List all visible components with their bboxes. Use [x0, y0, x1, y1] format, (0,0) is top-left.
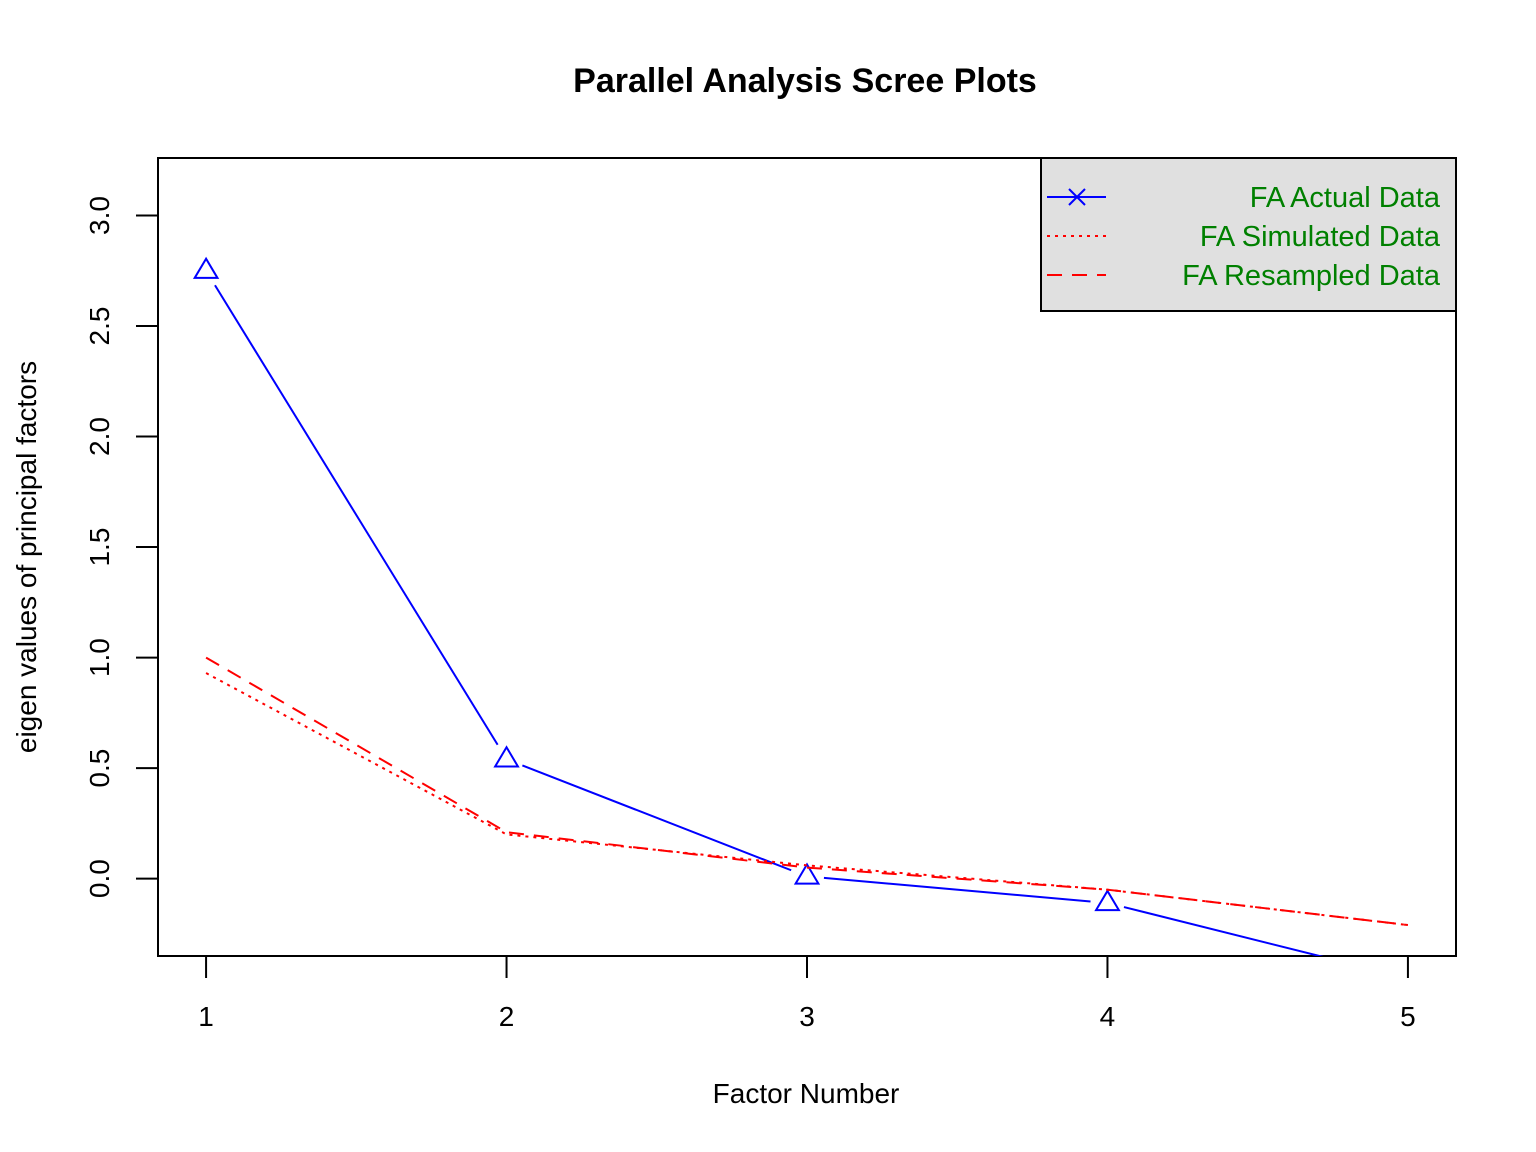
- y-tick-label: 0.5: [84, 749, 115, 788]
- x-tick-label: 4: [1100, 1001, 1116, 1032]
- data-point: [192, 256, 220, 279]
- legend-box: [1040, 157, 1457, 312]
- series-line: [205, 656, 1409, 927]
- data-point: [793, 862, 821, 885]
- chart-title: Parallel Analysis Scree Plots: [573, 62, 1037, 100]
- y-tick-label: 3.0: [84, 196, 115, 235]
- data-point: [1094, 888, 1121, 912]
- y-tick-label: 1.5: [84, 528, 115, 567]
- series-segment: [1123, 906, 1324, 956]
- legend-entry-label: FA Actual Data: [1250, 182, 1441, 214]
- y-tick-label: 2.5: [84, 307, 115, 346]
- data-point: [493, 745, 520, 768]
- series-line: [205, 672, 1409, 927]
- x-axis-label: Factor Number: [713, 1078, 900, 1109]
- x-axis: 1 2 3 4 5: [198, 955, 1416, 1032]
- x-tick-label: 2: [499, 1001, 515, 1032]
- series-lines: [192, 256, 1409, 956]
- y-axis: 0.0 0.5 1.0 1.5 2.0 2.5 3.0: [84, 196, 159, 898]
- legend-entry-label: FA Simulated Data: [1200, 221, 1441, 253]
- y-axis-label: eigen values of principal factors: [11, 361, 42, 753]
- legend-marker: [1068, 188, 1086, 206]
- legend: FA Actual Data FA Simulated Data FA Resamp…: [1040, 157, 1457, 312]
- series-segment: [214, 284, 499, 746]
- series-segment: [823, 876, 1091, 903]
- y-tick-label: 0.0: [84, 859, 115, 898]
- series-segment: [522, 764, 792, 872]
- y-tick-label: 2.0: [84, 417, 115, 456]
- legend-entry-label: FA Resampled Data: [1182, 260, 1441, 292]
- y-tick-label: 1.0: [84, 638, 115, 677]
- x-tick-label: 3: [799, 1001, 815, 1032]
- x-tick-label: 5: [1400, 1001, 1416, 1032]
- x-tick-label: 1: [198, 1001, 214, 1032]
